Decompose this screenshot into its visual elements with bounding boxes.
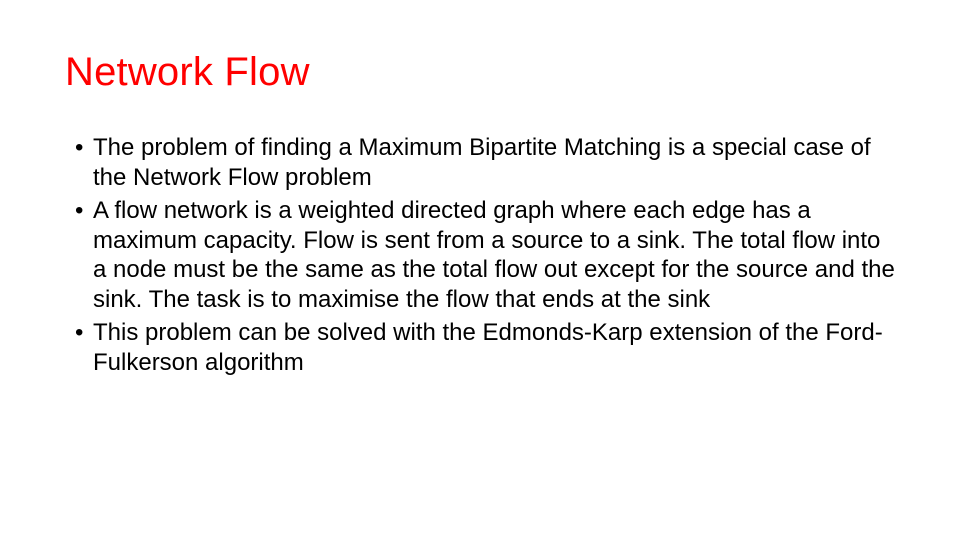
slide: Network Flow The problem of finding a Ma… xyxy=(0,0,960,540)
bullet-list: The problem of finding a Maximum Biparti… xyxy=(65,133,895,377)
list-item: The problem of finding a Maximum Biparti… xyxy=(75,133,895,192)
slide-title: Network Flow xyxy=(65,50,895,95)
list-item: This problem can be solved with the Edmo… xyxy=(75,318,895,377)
list-item: A flow network is a weighted directed gr… xyxy=(75,196,895,314)
